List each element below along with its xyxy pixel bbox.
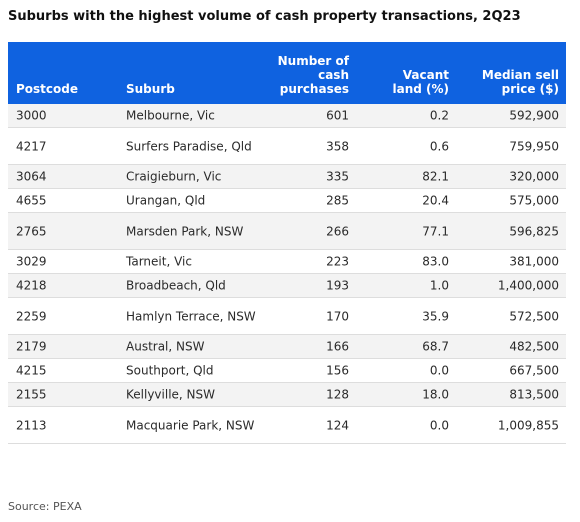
cell-vacant-land: 1.0 xyxy=(429,278,449,293)
cell-cash-purchases: 193 xyxy=(326,278,349,293)
cell-suburb: Craigieburn, Vic xyxy=(126,169,222,184)
table-row: 2113 Macquarie Park, NSW 124 0.0 1,009,855 xyxy=(8,407,566,444)
cell-postcode: 3029 xyxy=(16,254,47,269)
cell-vacant-land: 18.0 xyxy=(422,387,449,402)
cell-postcode: 3064 xyxy=(16,169,47,184)
header-cash-line-1: Number of xyxy=(277,54,349,68)
cell-median-price: 381,000 xyxy=(509,254,559,269)
cell-median-price: 320,000 xyxy=(509,169,559,184)
cell-vacant-land: 35.9 xyxy=(422,309,449,323)
cell-median-price: 667,500 xyxy=(509,363,559,378)
source-note: Source: PEXA xyxy=(8,500,82,513)
cell-median-price: 1,400,000 xyxy=(497,278,559,293)
cell-postcode: 2113 xyxy=(16,418,47,432)
cell-suburb: Austral, NSW xyxy=(126,339,205,354)
cell-median-price: 482,500 xyxy=(509,339,559,354)
cell-postcode: 2259 xyxy=(16,309,47,323)
cell-vacant-land: 20.4 xyxy=(422,193,449,208)
cell-cash-purchases: 128 xyxy=(326,387,349,402)
table-row: 2259 Hamlyn Terrace, NSW 170 35.9 572,500 xyxy=(8,298,566,335)
cell-cash-purchases: 166 xyxy=(326,339,349,354)
cell-postcode: 4217 xyxy=(16,139,47,153)
chart-title: Suburbs with the highest volume of cash … xyxy=(8,9,521,24)
cell-cash-purchases: 156 xyxy=(326,363,349,378)
cell-median-price: 596,825 xyxy=(509,224,559,238)
header-cash-purchases: Number of cash purchases xyxy=(257,54,349,96)
table-row: 4217 Surfers Paradise, Qld 358 0.6 759,950 xyxy=(8,128,566,165)
header-price-line-1: Median sell xyxy=(481,68,559,82)
cell-vacant-land: 77.1 xyxy=(422,224,449,238)
table-row: 4218 Broadbeach, Qld 193 1.0 1,400,000 xyxy=(8,274,566,298)
table-row: 4215 Southport, Qld 156 0.0 667,500 xyxy=(8,359,566,383)
cell-suburb: Kellyville, NSW xyxy=(126,387,215,402)
header-vacant-line-2: land (%) xyxy=(392,82,449,96)
cell-cash-purchases: 170 xyxy=(326,309,349,323)
cell-suburb: Surfers Paradise, Qld xyxy=(126,139,252,153)
cell-suburb: Melbourne, Vic xyxy=(126,108,215,123)
table-body: 3000 Melbourne, Vic 601 0.2 592,900 4217 Surfe… xyxy=(8,104,566,444)
cell-median-price: 575,000 xyxy=(509,193,559,208)
cell-vacant-land: 0.2 xyxy=(429,108,449,123)
cell-vacant-land: 82.1 xyxy=(422,169,449,184)
cell-suburb: Hamlyn Terrace, NSW xyxy=(126,309,256,323)
cell-postcode: 2179 xyxy=(16,339,47,354)
cell-suburb: Macquarie Park, NSW xyxy=(126,418,255,432)
header-suburb: Suburb xyxy=(126,82,175,96)
cell-suburb: Southport, Qld xyxy=(126,363,214,378)
table-row: 2179 Austral, NSW 166 68.7 482,500 xyxy=(8,335,566,359)
header-cash-line-3: purchases xyxy=(279,82,349,96)
cell-cash-purchases: 223 xyxy=(326,254,349,269)
cell-suburb: Urangan, Qld xyxy=(126,193,206,208)
cell-vacant-land: 0.0 xyxy=(429,363,449,378)
data-table: Postcode Suburb Number of cash purchases… xyxy=(8,42,566,444)
cell-vacant-land: 68.7 xyxy=(422,339,449,354)
table-row: 2765 Marsden Park, NSW 266 77.1 596,825 xyxy=(8,213,566,250)
cell-median-price: 572,500 xyxy=(509,309,559,323)
header-postcode: Postcode xyxy=(16,82,79,96)
cell-suburb: Broadbeach, Qld xyxy=(126,278,226,293)
header-cash-line-2: cash xyxy=(318,68,349,82)
table-header: Postcode Suburb Number of cash purchases… xyxy=(8,42,566,104)
header-vacant-line-1: Vacant xyxy=(402,68,449,82)
table-row: 3029 Tarneit, Vic 223 83.0 381,000 xyxy=(8,250,566,274)
cell-suburb: Marsden Park, NSW xyxy=(126,224,244,238)
header-vacant-land: Vacant land (%) xyxy=(379,68,449,96)
cell-cash-purchases: 266 xyxy=(326,224,349,238)
cell-vacant-land: 83.0 xyxy=(422,254,449,269)
cell-median-price: 1,009,855 xyxy=(497,418,559,432)
cell-postcode: 2155 xyxy=(16,387,47,402)
header-price-line-2: price ($) xyxy=(501,82,559,96)
table-row: 3064 Craigieburn, Vic 335 82.1 320,000 xyxy=(8,165,566,189)
cell-cash-purchases: 124 xyxy=(326,418,349,432)
cell-cash-purchases: 601 xyxy=(326,108,349,123)
cell-median-price: 759,950 xyxy=(509,139,559,153)
header-median-price: Median sell price ($) xyxy=(469,68,559,96)
cell-cash-purchases: 358 xyxy=(326,139,349,153)
cell-postcode: 4655 xyxy=(16,193,47,208)
cell-median-price: 813,500 xyxy=(509,387,559,402)
cell-cash-purchases: 285 xyxy=(326,193,349,208)
cell-postcode: 2765 xyxy=(16,224,47,238)
cell-postcode: 3000 xyxy=(16,108,47,123)
table-row: 2155 Kellyville, NSW 128 18.0 813,500 xyxy=(8,383,566,407)
table-row: 3000 Melbourne, Vic 601 0.2 592,900 xyxy=(8,104,566,128)
cell-vacant-land: 0.0 xyxy=(429,418,449,432)
cell-suburb: Tarneit, Vic xyxy=(126,254,192,269)
cell-cash-purchases: 335 xyxy=(326,169,349,184)
cell-postcode: 4218 xyxy=(16,278,47,293)
cell-median-price: 592,900 xyxy=(509,108,559,123)
cell-vacant-land: 0.6 xyxy=(429,139,449,153)
table-row: 4655 Urangan, Qld 285 20.4 575,000 xyxy=(8,189,566,213)
cell-postcode: 4215 xyxy=(16,363,47,378)
